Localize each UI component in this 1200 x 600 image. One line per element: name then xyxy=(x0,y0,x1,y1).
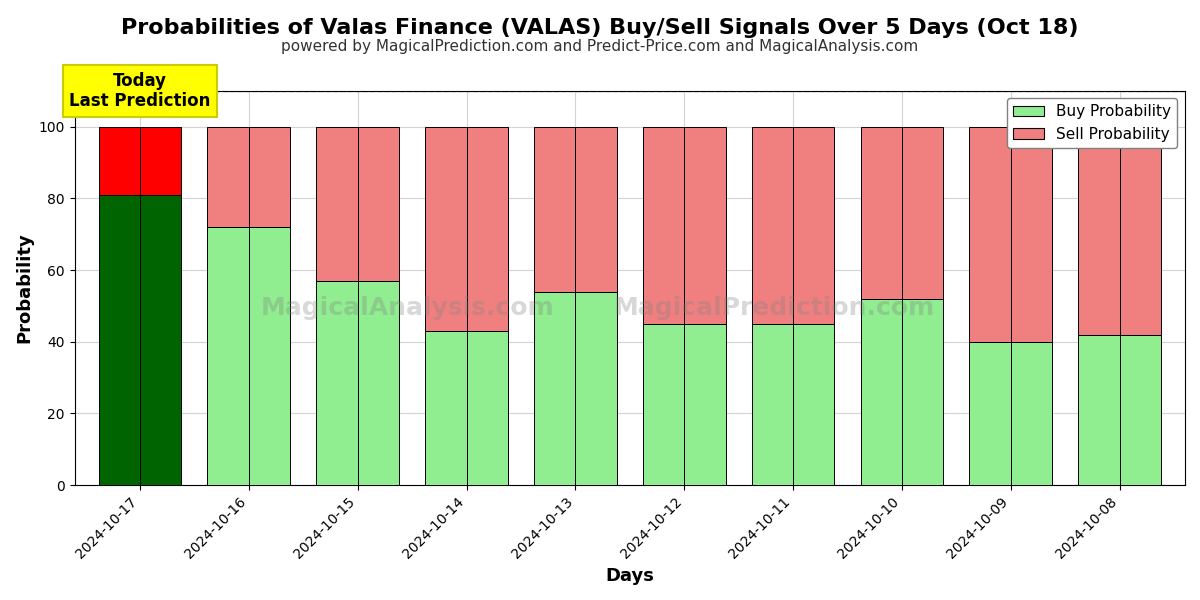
Text: Today
Last Prediction: Today Last Prediction xyxy=(70,71,211,110)
Bar xyxy=(98,127,140,194)
Bar xyxy=(1120,127,1162,335)
Bar xyxy=(751,127,793,324)
Bar xyxy=(208,127,248,227)
Bar xyxy=(1010,342,1052,485)
Bar xyxy=(751,324,793,485)
Bar xyxy=(1079,335,1120,485)
Bar xyxy=(793,127,834,324)
Text: MagicalPrediction.com: MagicalPrediction.com xyxy=(613,296,935,320)
Bar xyxy=(1120,335,1162,485)
Bar xyxy=(575,292,617,485)
Bar xyxy=(425,331,467,485)
Bar xyxy=(425,127,467,331)
Bar xyxy=(140,194,181,485)
Bar xyxy=(643,127,684,324)
Bar xyxy=(317,127,358,281)
Bar xyxy=(208,227,248,485)
Bar xyxy=(970,127,1010,342)
Bar xyxy=(467,127,508,331)
Bar xyxy=(575,127,617,292)
Bar xyxy=(684,324,726,485)
Y-axis label: Probability: Probability xyxy=(16,233,34,343)
Bar xyxy=(643,324,684,485)
X-axis label: Days: Days xyxy=(605,567,654,585)
Legend: Buy Probability, Sell Probability: Buy Probability, Sell Probability xyxy=(1007,98,1177,148)
Bar xyxy=(317,281,358,485)
Bar xyxy=(467,331,508,485)
Bar xyxy=(248,227,290,485)
Bar xyxy=(534,127,575,292)
Text: Probabilities of Valas Finance (VALAS) Buy/Sell Signals Over 5 Days (Oct 18): Probabilities of Valas Finance (VALAS) B… xyxy=(121,18,1079,38)
Bar xyxy=(793,324,834,485)
Bar xyxy=(534,292,575,485)
Bar xyxy=(358,127,400,281)
Text: MagicalAnalysis.com: MagicalAnalysis.com xyxy=(260,296,554,320)
Bar xyxy=(902,127,943,299)
Bar xyxy=(1079,127,1120,335)
Bar xyxy=(684,127,726,324)
Bar xyxy=(358,281,400,485)
Bar xyxy=(860,127,902,299)
Bar xyxy=(902,299,943,485)
Bar xyxy=(248,127,290,227)
Bar xyxy=(860,299,902,485)
Bar xyxy=(970,342,1010,485)
Bar xyxy=(1010,127,1052,342)
Bar xyxy=(140,127,181,194)
Text: powered by MagicalPrediction.com and Predict-Price.com and MagicalAnalysis.com: powered by MagicalPrediction.com and Pre… xyxy=(281,39,919,54)
Bar xyxy=(98,194,140,485)
